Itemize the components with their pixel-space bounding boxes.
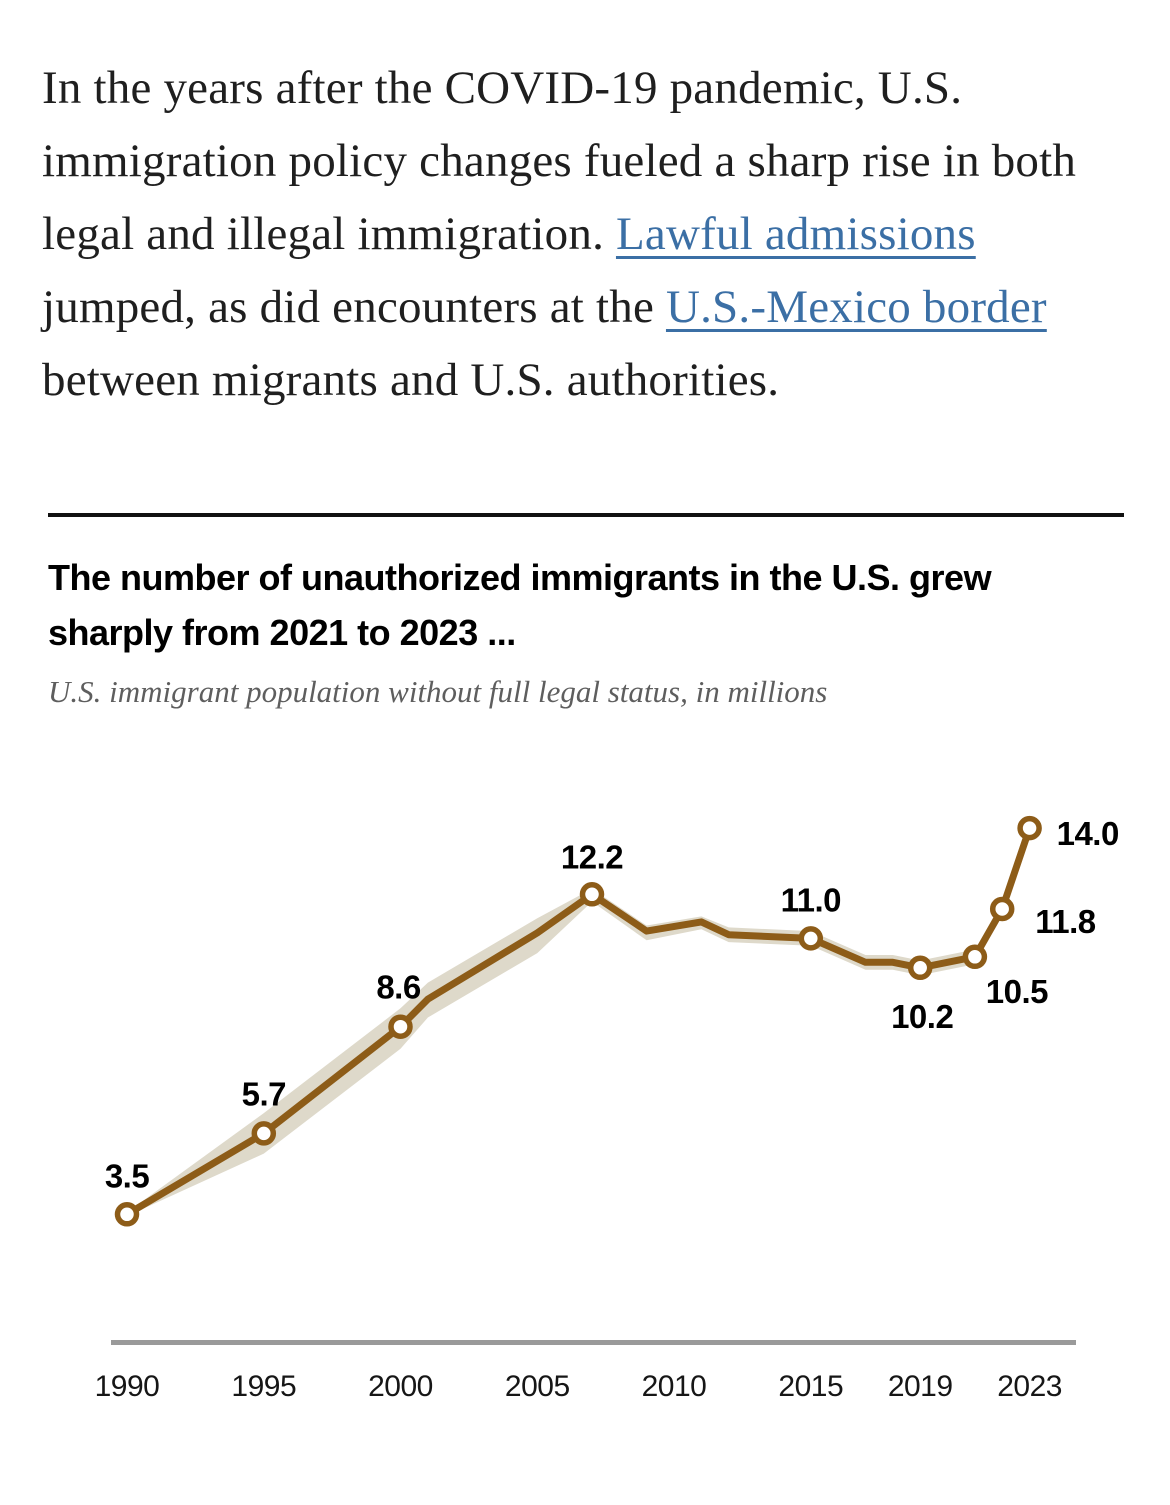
value-label-1990: 3.5 [105,1157,150,1194]
data-point-2019 [907,955,933,981]
data-point-2015 [798,926,824,951]
x-tick-2005: 2005 [505,1370,570,1403]
x-tick-2010: 2010 [642,1370,707,1403]
data-point-1995 [251,1121,277,1146]
x-tick-2015: 2015 [778,1370,843,1403]
chart-title: The number of unauthorized immigrants in… [48,557,992,653]
data-point-2023 [1017,815,1042,841]
data-point-2007 [579,882,605,907]
value-label-2021: 10.5 [986,973,1048,1010]
x-tick-2000: 2000 [368,1370,433,1403]
x-tick-2019: 2019 [888,1370,953,1403]
value-label-2000: 8.6 [376,969,421,1006]
data-point-2000 [388,1014,413,1039]
line-chart: 1990 1995 2000 2005 2010 2015 2019 2023 3.5 5.7 8.… [95,815,1120,1403]
data-point-2021 [962,944,988,970]
chart-subtitle: U.S. immigrant population without full l… [48,674,828,709]
value-label-2019: 10.2 [891,998,953,1035]
value-label-1995: 5.7 [242,1075,286,1112]
data-point-1990 [114,1202,140,1227]
value-label-2015: 11.0 [781,881,841,918]
value-label-2022: 11.8 [1035,903,1096,940]
x-tick-1990: 1990 [95,1370,160,1403]
value-label-2023: 14.0 [1057,815,1119,852]
intro-paragraph: In the years after the COVID-19 pandemic… [42,62,1077,406]
link-u-s-mexico-border[interactable]: U.S.-Mexico border [665,281,1047,333]
x-tick-1995: 1995 [231,1370,296,1403]
data-point-2022 [989,896,1015,922]
confidence-band [127,888,989,1217]
trend-line [123,824,1034,1218]
x-tick-2023: 2023 [997,1370,1062,1403]
link-lawful-admissions[interactable]: Lawful admissions [615,208,976,260]
article-page: In the years after the COVID-19 pandemic… [42,62,1124,1403]
section-divider [48,513,1124,517]
value-label-2007: 12.2 [561,838,623,875]
